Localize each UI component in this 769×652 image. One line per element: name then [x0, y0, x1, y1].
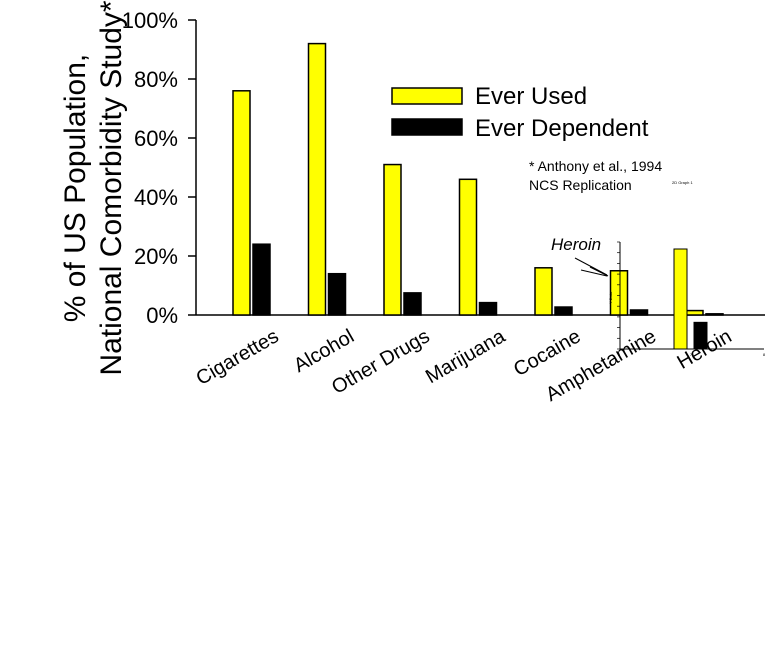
legend-swatch-ever-used [391, 87, 463, 105]
inset-y-ticks [617, 241, 620, 350]
y-axis-title-line-2: National Comorbidity Study* [95, 0, 128, 376]
inset-x-tick-label: 7 [690, 352, 693, 357]
y-tick-label: 80% [134, 67, 178, 92]
bar-ever-used-marijuana [458, 178, 478, 316]
callout-arrow [574, 257, 609, 277]
bar-ever-dependent-other-drugs [403, 292, 422, 316]
inset-x-tick-label: 8 [763, 352, 766, 357]
bar-ever-dependent-cigarettes [252, 243, 271, 316]
footnote-line-1: * Anthony et al., 1994 [529, 158, 662, 174]
x-tick-label: Cigarettes [193, 325, 283, 390]
bar-ever-dependent-alcohol [327, 272, 347, 316]
inset-axis-label: Y Data [608, 291, 613, 304]
bar-ever-used-heroin [685, 309, 704, 316]
y-tick-label: 0% [146, 303, 178, 328]
y-axis-title: % of US Population, National Comorbidity… [59, 0, 128, 376]
footnote: * Anthony et al., 1994 NCS Replication 2… [529, 158, 693, 193]
inset: Heroin Y Data 6 7 8 [551, 235, 766, 357]
legend-swatch-ever-dependent [391, 118, 463, 136]
y-tick-label: 60% [134, 126, 178, 151]
legend-label-ever-dependent: Ever Dependent [475, 115, 649, 142]
bar-ever-dependent-amphetamine [629, 309, 649, 316]
bar-ever-dependent-cocaine [554, 306, 573, 316]
y-tick-label: 20% [134, 244, 178, 269]
bar-ever-used-other-drugs [383, 163, 402, 316]
footnote-small-label: 2D Graph 1 [672, 180, 693, 185]
inset-bar-ever-used [673, 248, 688, 350]
y-ticks: 0% 20% 40% 60% 80% 100% [122, 8, 196, 328]
bar-ever-dependent-heroin [705, 313, 724, 316]
y-tick-label: 100% [122, 8, 178, 33]
bar-ever-used-cocaine [534, 267, 553, 316]
y-tick-label: 40% [134, 185, 178, 210]
inset-bar-ever-dependent [693, 321, 708, 350]
bar-ever-dependent-marijuana [478, 301, 498, 316]
bars [232, 42, 724, 316]
bar-ever-used-alcohol [307, 42, 327, 316]
inset-callout-label: Heroin [551, 235, 601, 254]
footnote-line-2: NCS Replication [529, 177, 632, 193]
bar-ever-used-amphetamine [609, 270, 629, 316]
legend-label-ever-used: Ever Used [475, 83, 587, 110]
y-axis-title-line-1: % of US Population, [59, 54, 92, 323]
x-tick-label: Marijuana [422, 325, 510, 388]
inset-x-tick-label: 6 [618, 352, 621, 357]
bar-ever-used-cigarettes [232, 90, 251, 316]
legend: Ever Used Ever Dependent [391, 83, 649, 142]
